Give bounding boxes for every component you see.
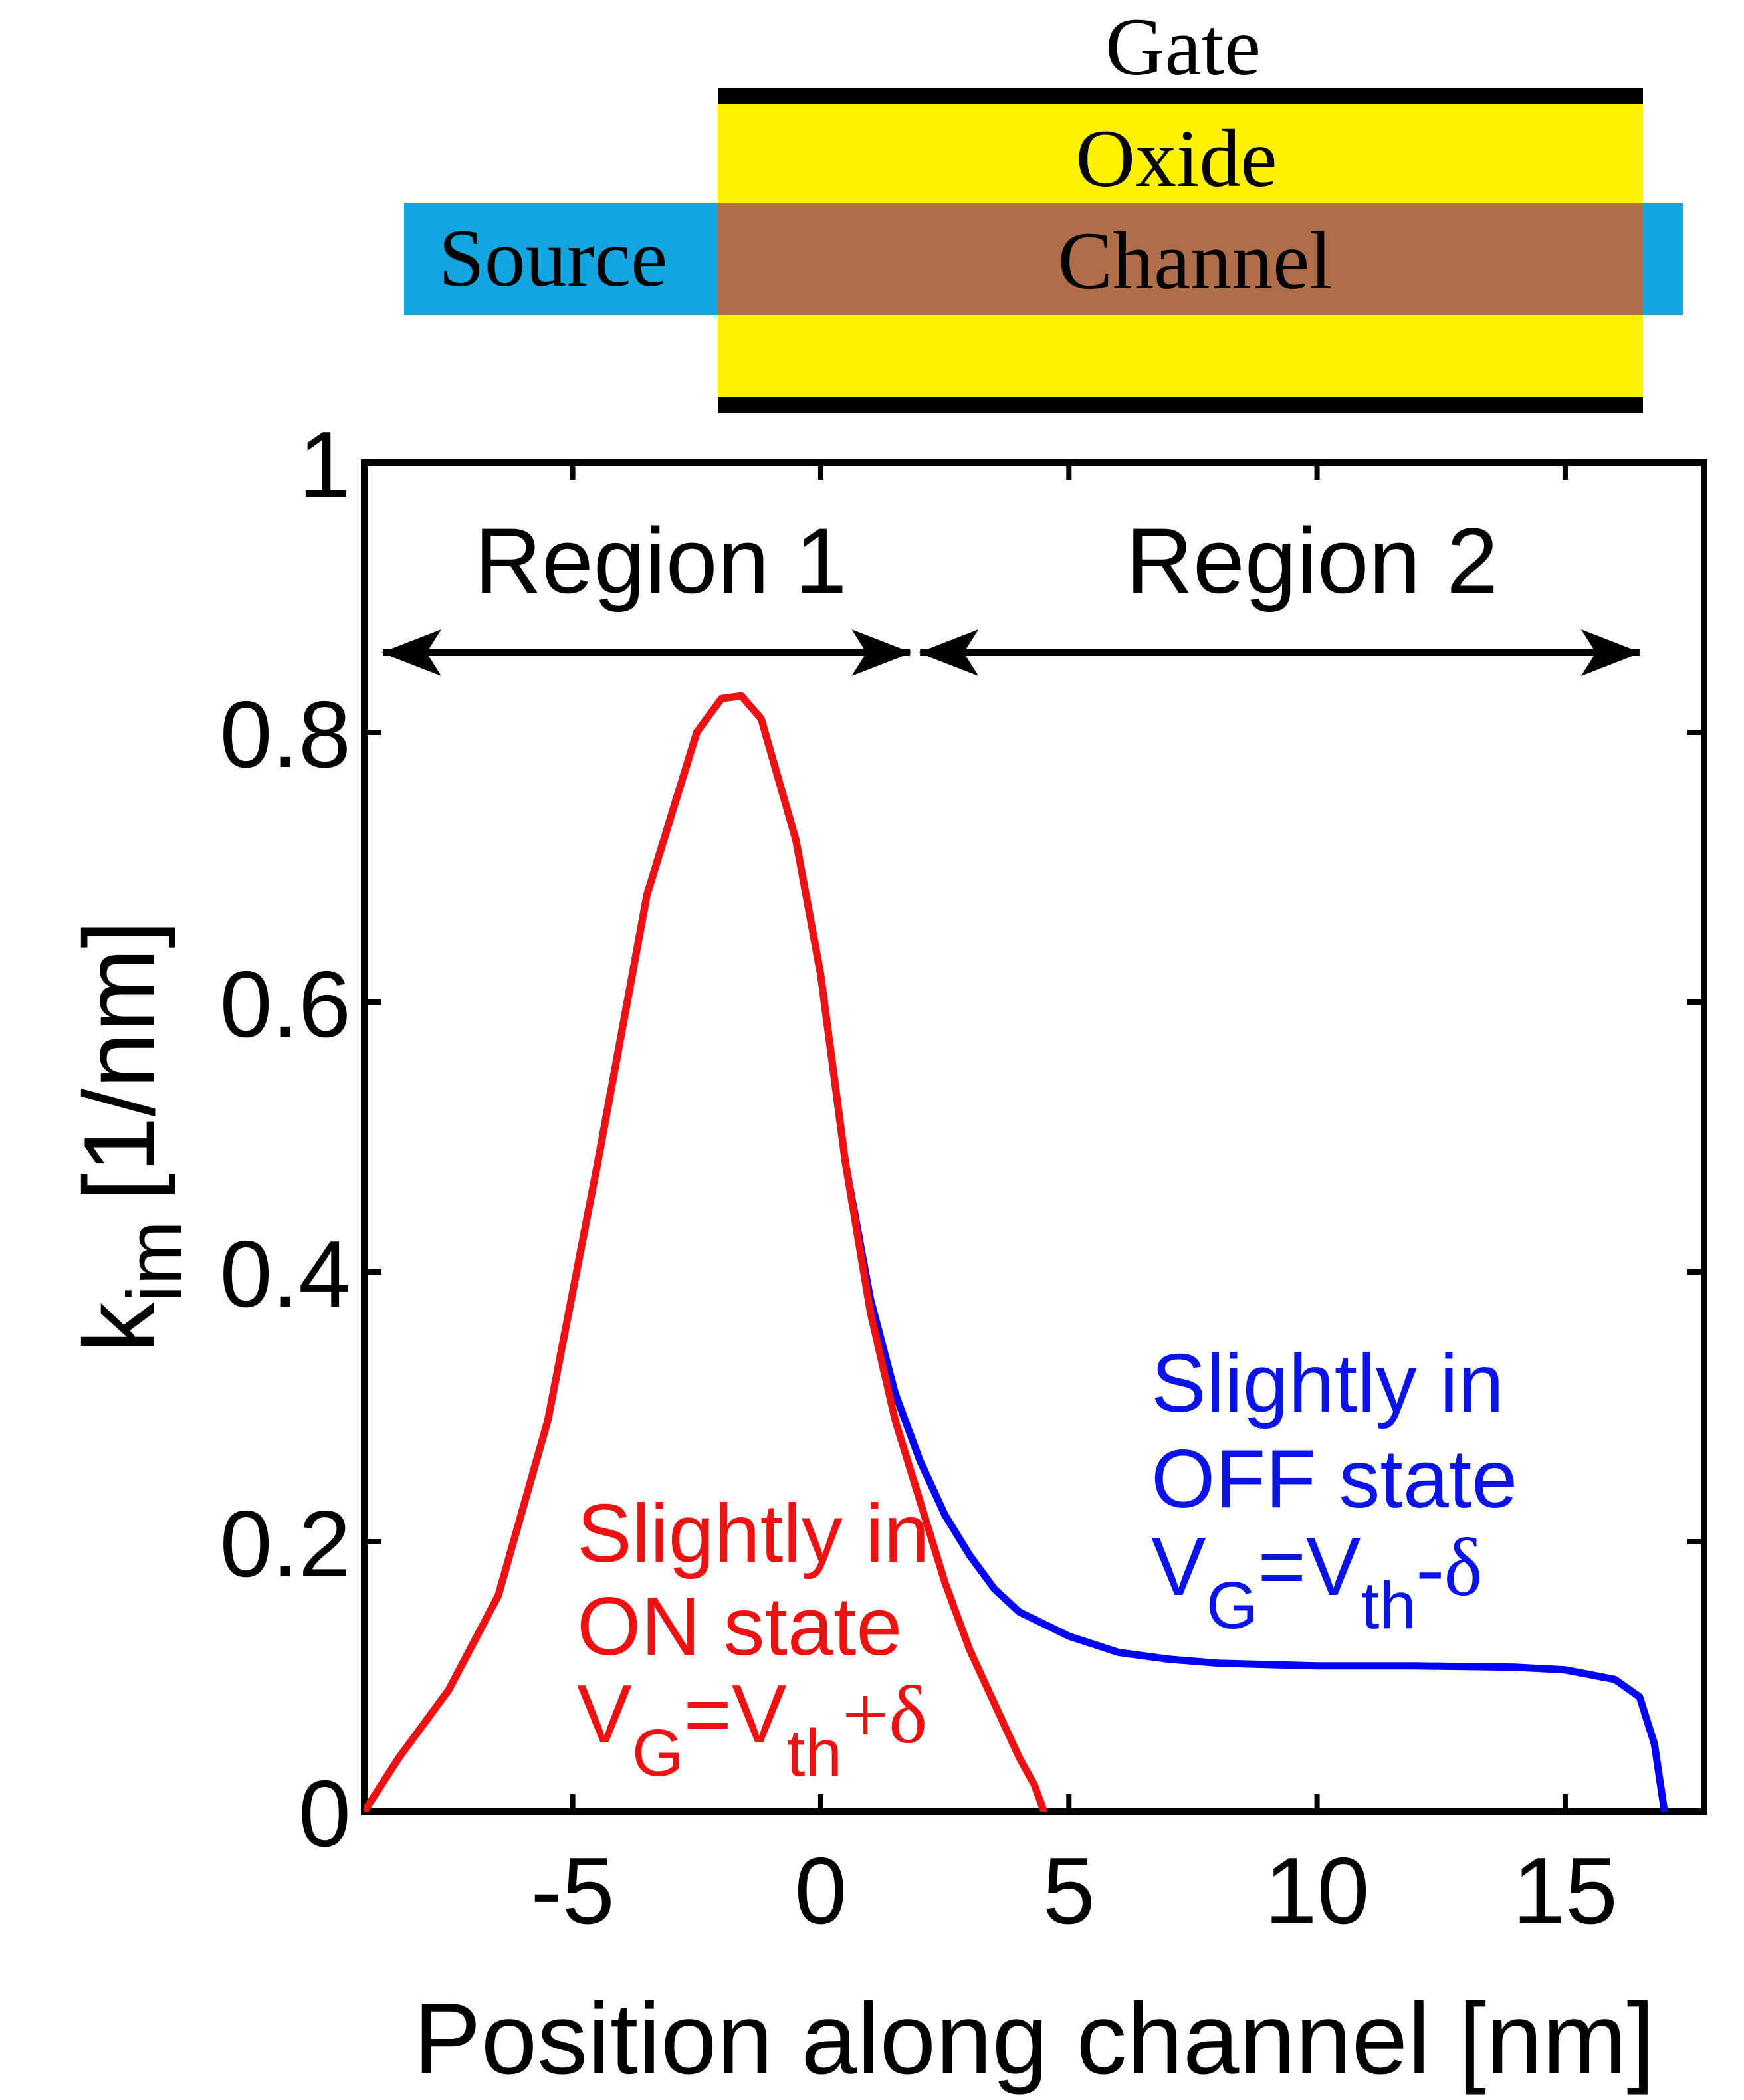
off-state-annotation: Slightly in OFF state VG=Vth-δ xyxy=(1151,1338,1517,1643)
series-line-off-state xyxy=(364,692,1668,1812)
source-label: Source xyxy=(439,213,667,304)
y-axis-label-unit: [1/nm] xyxy=(63,920,176,1201)
device-schematic: Gate Oxide Source Channel xyxy=(404,1,1683,413)
oxide-top-layer xyxy=(718,93,1643,205)
x-tick-label: 10 xyxy=(1265,1838,1370,1944)
drain-region xyxy=(1640,203,1683,315)
channel-label: Channel xyxy=(1057,215,1332,306)
y-axis-label-k: k xyxy=(63,1301,176,1352)
x-tick-label: 0 xyxy=(794,1838,847,1944)
off-state-line-2: OFF state xyxy=(1151,1433,1517,1525)
svg-text:kim[1/nm]: kim [1/nm] xyxy=(63,920,197,1353)
oxide-label: Oxide xyxy=(1075,113,1277,204)
y-tick-label: 0 xyxy=(298,1761,351,1867)
source-region xyxy=(404,203,720,315)
region-2-label: Region 2 xyxy=(1126,508,1498,613)
channel-region xyxy=(718,203,1643,315)
gate-label: Gate xyxy=(1105,1,1261,92)
on-state-line-1: Slightly in xyxy=(577,1488,930,1580)
off-state-equation: VG=Vth-δ xyxy=(1151,1521,1483,1643)
x-axis-label: Position along channel [nm] xyxy=(413,1982,1654,2095)
gate-bottom-bar xyxy=(718,397,1643,413)
y-axis-label: kim [1/nm] xyxy=(63,920,197,1353)
y-tick-label: 0.2 xyxy=(220,1491,351,1597)
x-tick-label: 5 xyxy=(1043,1838,1095,1944)
y-axis-ticks: 0 0.2 0.4 0.6 0.8 1 xyxy=(220,412,1704,1867)
x-tick-label: -5 xyxy=(530,1838,614,1944)
plot-area: -5 0 5 10 15 0 0.2 0.4 0.6 0.8 1 Region 1 Region … xyxy=(220,412,1707,1944)
y-tick-label: 0.8 xyxy=(220,682,351,788)
oxide-bottom-layer xyxy=(718,315,1643,403)
x-tick-label: 15 xyxy=(1513,1838,1618,1944)
on-state-equation: VG=Vth+δ xyxy=(577,1669,927,1790)
on-state-line-2: ON state xyxy=(577,1581,902,1673)
y-axis-label-sub: im xyxy=(111,1221,197,1302)
off-state-line-1: Slightly in xyxy=(1151,1338,1504,1429)
y-tick-label: 0.6 xyxy=(220,952,351,1057)
region-1-label: Region 1 xyxy=(475,508,847,613)
y-tick-label: 0.4 xyxy=(220,1221,351,1327)
y-tick-label: 1 xyxy=(298,412,351,518)
series-line-on-state xyxy=(364,692,1048,1812)
x-axis-ticks: -5 0 5 10 15 xyxy=(530,463,1618,1944)
plot-frame xyxy=(361,459,1707,1815)
on-state-annotation: Slightly in ON state VG=Vth+δ xyxy=(577,1488,930,1790)
gate-top-bar xyxy=(718,88,1643,104)
